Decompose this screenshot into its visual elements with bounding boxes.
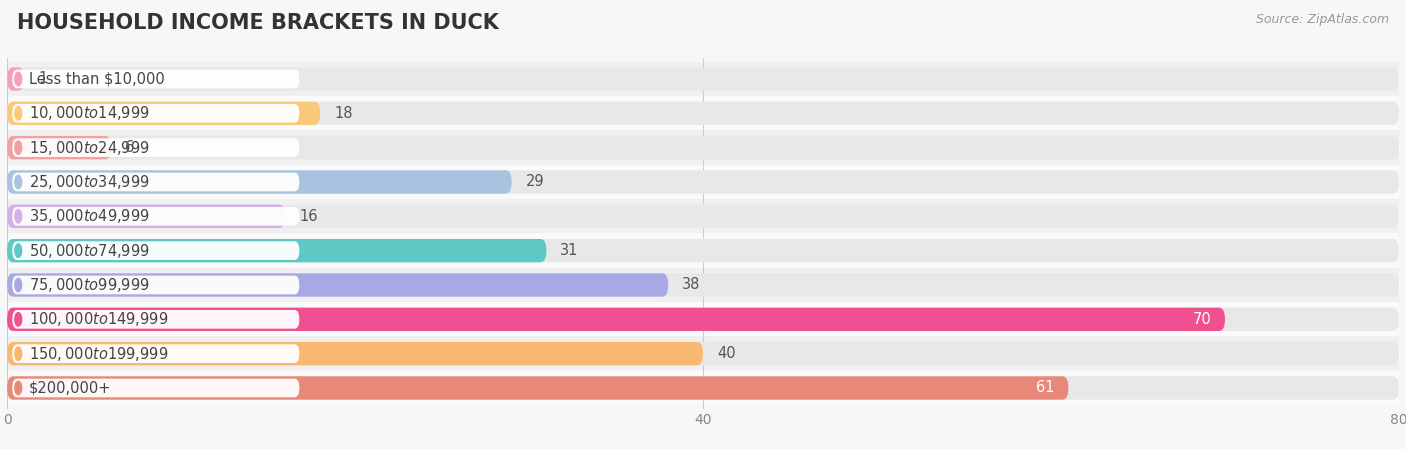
FancyBboxPatch shape <box>0 268 1406 302</box>
FancyBboxPatch shape <box>0 199 1406 233</box>
FancyBboxPatch shape <box>13 379 299 397</box>
Text: 18: 18 <box>335 106 353 121</box>
FancyBboxPatch shape <box>13 172 299 191</box>
Circle shape <box>15 347 21 361</box>
Text: 6: 6 <box>125 140 135 155</box>
FancyBboxPatch shape <box>7 239 1399 262</box>
FancyBboxPatch shape <box>7 273 1399 297</box>
FancyBboxPatch shape <box>7 308 1225 331</box>
Text: 29: 29 <box>526 175 544 189</box>
Text: $100,000 to $149,999: $100,000 to $149,999 <box>28 310 169 328</box>
Text: 40: 40 <box>717 346 735 361</box>
Text: 38: 38 <box>682 277 700 292</box>
FancyBboxPatch shape <box>13 310 299 329</box>
Circle shape <box>15 244 21 257</box>
FancyBboxPatch shape <box>13 276 299 295</box>
FancyBboxPatch shape <box>7 101 1399 125</box>
FancyBboxPatch shape <box>0 371 1406 405</box>
Text: $35,000 to $49,999: $35,000 to $49,999 <box>28 207 149 225</box>
Text: HOUSEHOLD INCOME BRACKETS IN DUCK: HOUSEHOLD INCOME BRACKETS IN DUCK <box>17 13 499 34</box>
FancyBboxPatch shape <box>13 138 299 157</box>
Text: $25,000 to $34,999: $25,000 to $34,999 <box>28 173 149 191</box>
Text: $150,000 to $199,999: $150,000 to $199,999 <box>28 345 169 363</box>
Circle shape <box>15 106 21 120</box>
Text: Less than $10,000: Less than $10,000 <box>28 71 165 87</box>
FancyBboxPatch shape <box>0 233 1406 268</box>
Circle shape <box>15 72 21 86</box>
FancyBboxPatch shape <box>7 376 1399 400</box>
FancyBboxPatch shape <box>7 136 1399 159</box>
Text: 31: 31 <box>561 243 579 258</box>
Circle shape <box>15 141 21 154</box>
FancyBboxPatch shape <box>0 96 1406 131</box>
FancyBboxPatch shape <box>0 302 1406 336</box>
FancyBboxPatch shape <box>7 376 1069 400</box>
Text: 1: 1 <box>38 71 48 87</box>
Text: $10,000 to $14,999: $10,000 to $14,999 <box>28 104 149 122</box>
FancyBboxPatch shape <box>7 239 547 262</box>
Text: 61: 61 <box>1036 380 1054 396</box>
FancyBboxPatch shape <box>7 67 24 91</box>
Circle shape <box>15 381 21 395</box>
FancyBboxPatch shape <box>0 336 1406 371</box>
Circle shape <box>15 313 21 326</box>
FancyBboxPatch shape <box>0 62 1406 96</box>
FancyBboxPatch shape <box>13 70 299 88</box>
Text: 16: 16 <box>299 209 318 224</box>
FancyBboxPatch shape <box>7 170 512 194</box>
FancyBboxPatch shape <box>7 67 1399 91</box>
FancyBboxPatch shape <box>7 170 1399 194</box>
Text: $75,000 to $99,999: $75,000 to $99,999 <box>28 276 149 294</box>
Text: $15,000 to $24,999: $15,000 to $24,999 <box>28 139 149 157</box>
FancyBboxPatch shape <box>13 344 299 363</box>
FancyBboxPatch shape <box>7 205 285 228</box>
FancyBboxPatch shape <box>13 104 299 123</box>
FancyBboxPatch shape <box>0 165 1406 199</box>
Circle shape <box>15 278 21 292</box>
Text: $200,000+: $200,000+ <box>28 380 111 396</box>
FancyBboxPatch shape <box>7 342 1399 365</box>
FancyBboxPatch shape <box>7 308 1399 331</box>
FancyBboxPatch shape <box>7 342 703 365</box>
Circle shape <box>15 175 21 189</box>
FancyBboxPatch shape <box>7 205 1399 228</box>
FancyBboxPatch shape <box>7 136 111 159</box>
FancyBboxPatch shape <box>13 207 299 226</box>
FancyBboxPatch shape <box>7 273 668 297</box>
Circle shape <box>15 210 21 223</box>
FancyBboxPatch shape <box>0 131 1406 165</box>
Text: 70: 70 <box>1192 312 1211 327</box>
Text: $50,000 to $74,999: $50,000 to $74,999 <box>28 242 149 260</box>
FancyBboxPatch shape <box>7 101 321 125</box>
Text: Source: ZipAtlas.com: Source: ZipAtlas.com <box>1256 13 1389 26</box>
FancyBboxPatch shape <box>13 241 299 260</box>
